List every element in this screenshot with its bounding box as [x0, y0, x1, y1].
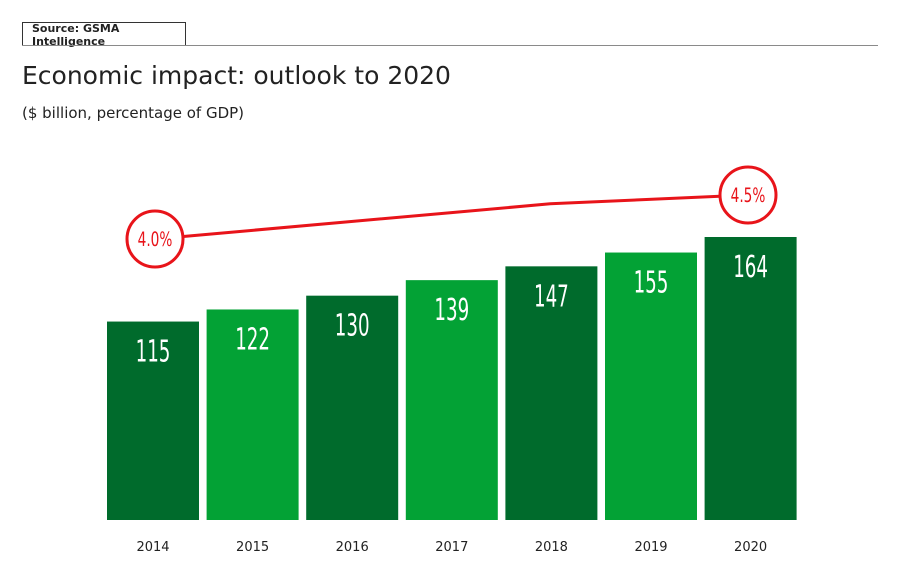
bars-layer: 115 122 130 139 147 155 164	[107, 237, 797, 520]
chart-subtitle: ($ billion, percentage of GDP)	[22, 104, 245, 122]
bar-2015	[206, 309, 299, 520]
bar-value-label: 130	[335, 309, 370, 344]
bar-2017	[405, 280, 498, 520]
percentage-marker	[718, 165, 778, 225]
gdp-percentage-line	[154, 193, 749, 241]
line-layer: 4.0% 4.5%	[125, 165, 778, 269]
percentage-label: 4.0%	[138, 229, 173, 252]
x-tick-label: 2015	[236, 540, 269, 555]
x-tick-label: 2018	[535, 540, 568, 555]
bar-2014	[107, 321, 199, 520]
x-tick-label: 2020	[734, 540, 767, 555]
bar-value-label: 147	[534, 279, 569, 314]
bar-2020	[704, 237, 797, 520]
bar-value-label: 122	[235, 323, 270, 358]
source-label: Source: GSMA Intelligence	[22, 22, 186, 48]
x-tick-label: 2017	[435, 540, 468, 555]
bar-value-label: 115	[136, 335, 171, 370]
bar-value-label: 164	[733, 250, 768, 285]
x-tick-label: 2016	[336, 540, 369, 555]
x-axis: 2014 2015 2016 2017 2018 2019 2020	[136, 540, 767, 555]
header-rule	[22, 45, 878, 46]
bar-2016	[306, 295, 399, 520]
bar-2018	[505, 266, 598, 520]
bar-2019	[605, 252, 697, 520]
percentage-label: 4.5%	[731, 185, 766, 208]
bar-value-label: 139	[434, 293, 469, 328]
percentage-marker	[125, 209, 185, 269]
x-tick-label: 2014	[136, 540, 169, 555]
x-tick-label: 2019	[634, 540, 667, 555]
bar-value-label: 155	[634, 266, 669, 301]
chart-title: Economic impact: outlook to 2020	[22, 61, 451, 90]
